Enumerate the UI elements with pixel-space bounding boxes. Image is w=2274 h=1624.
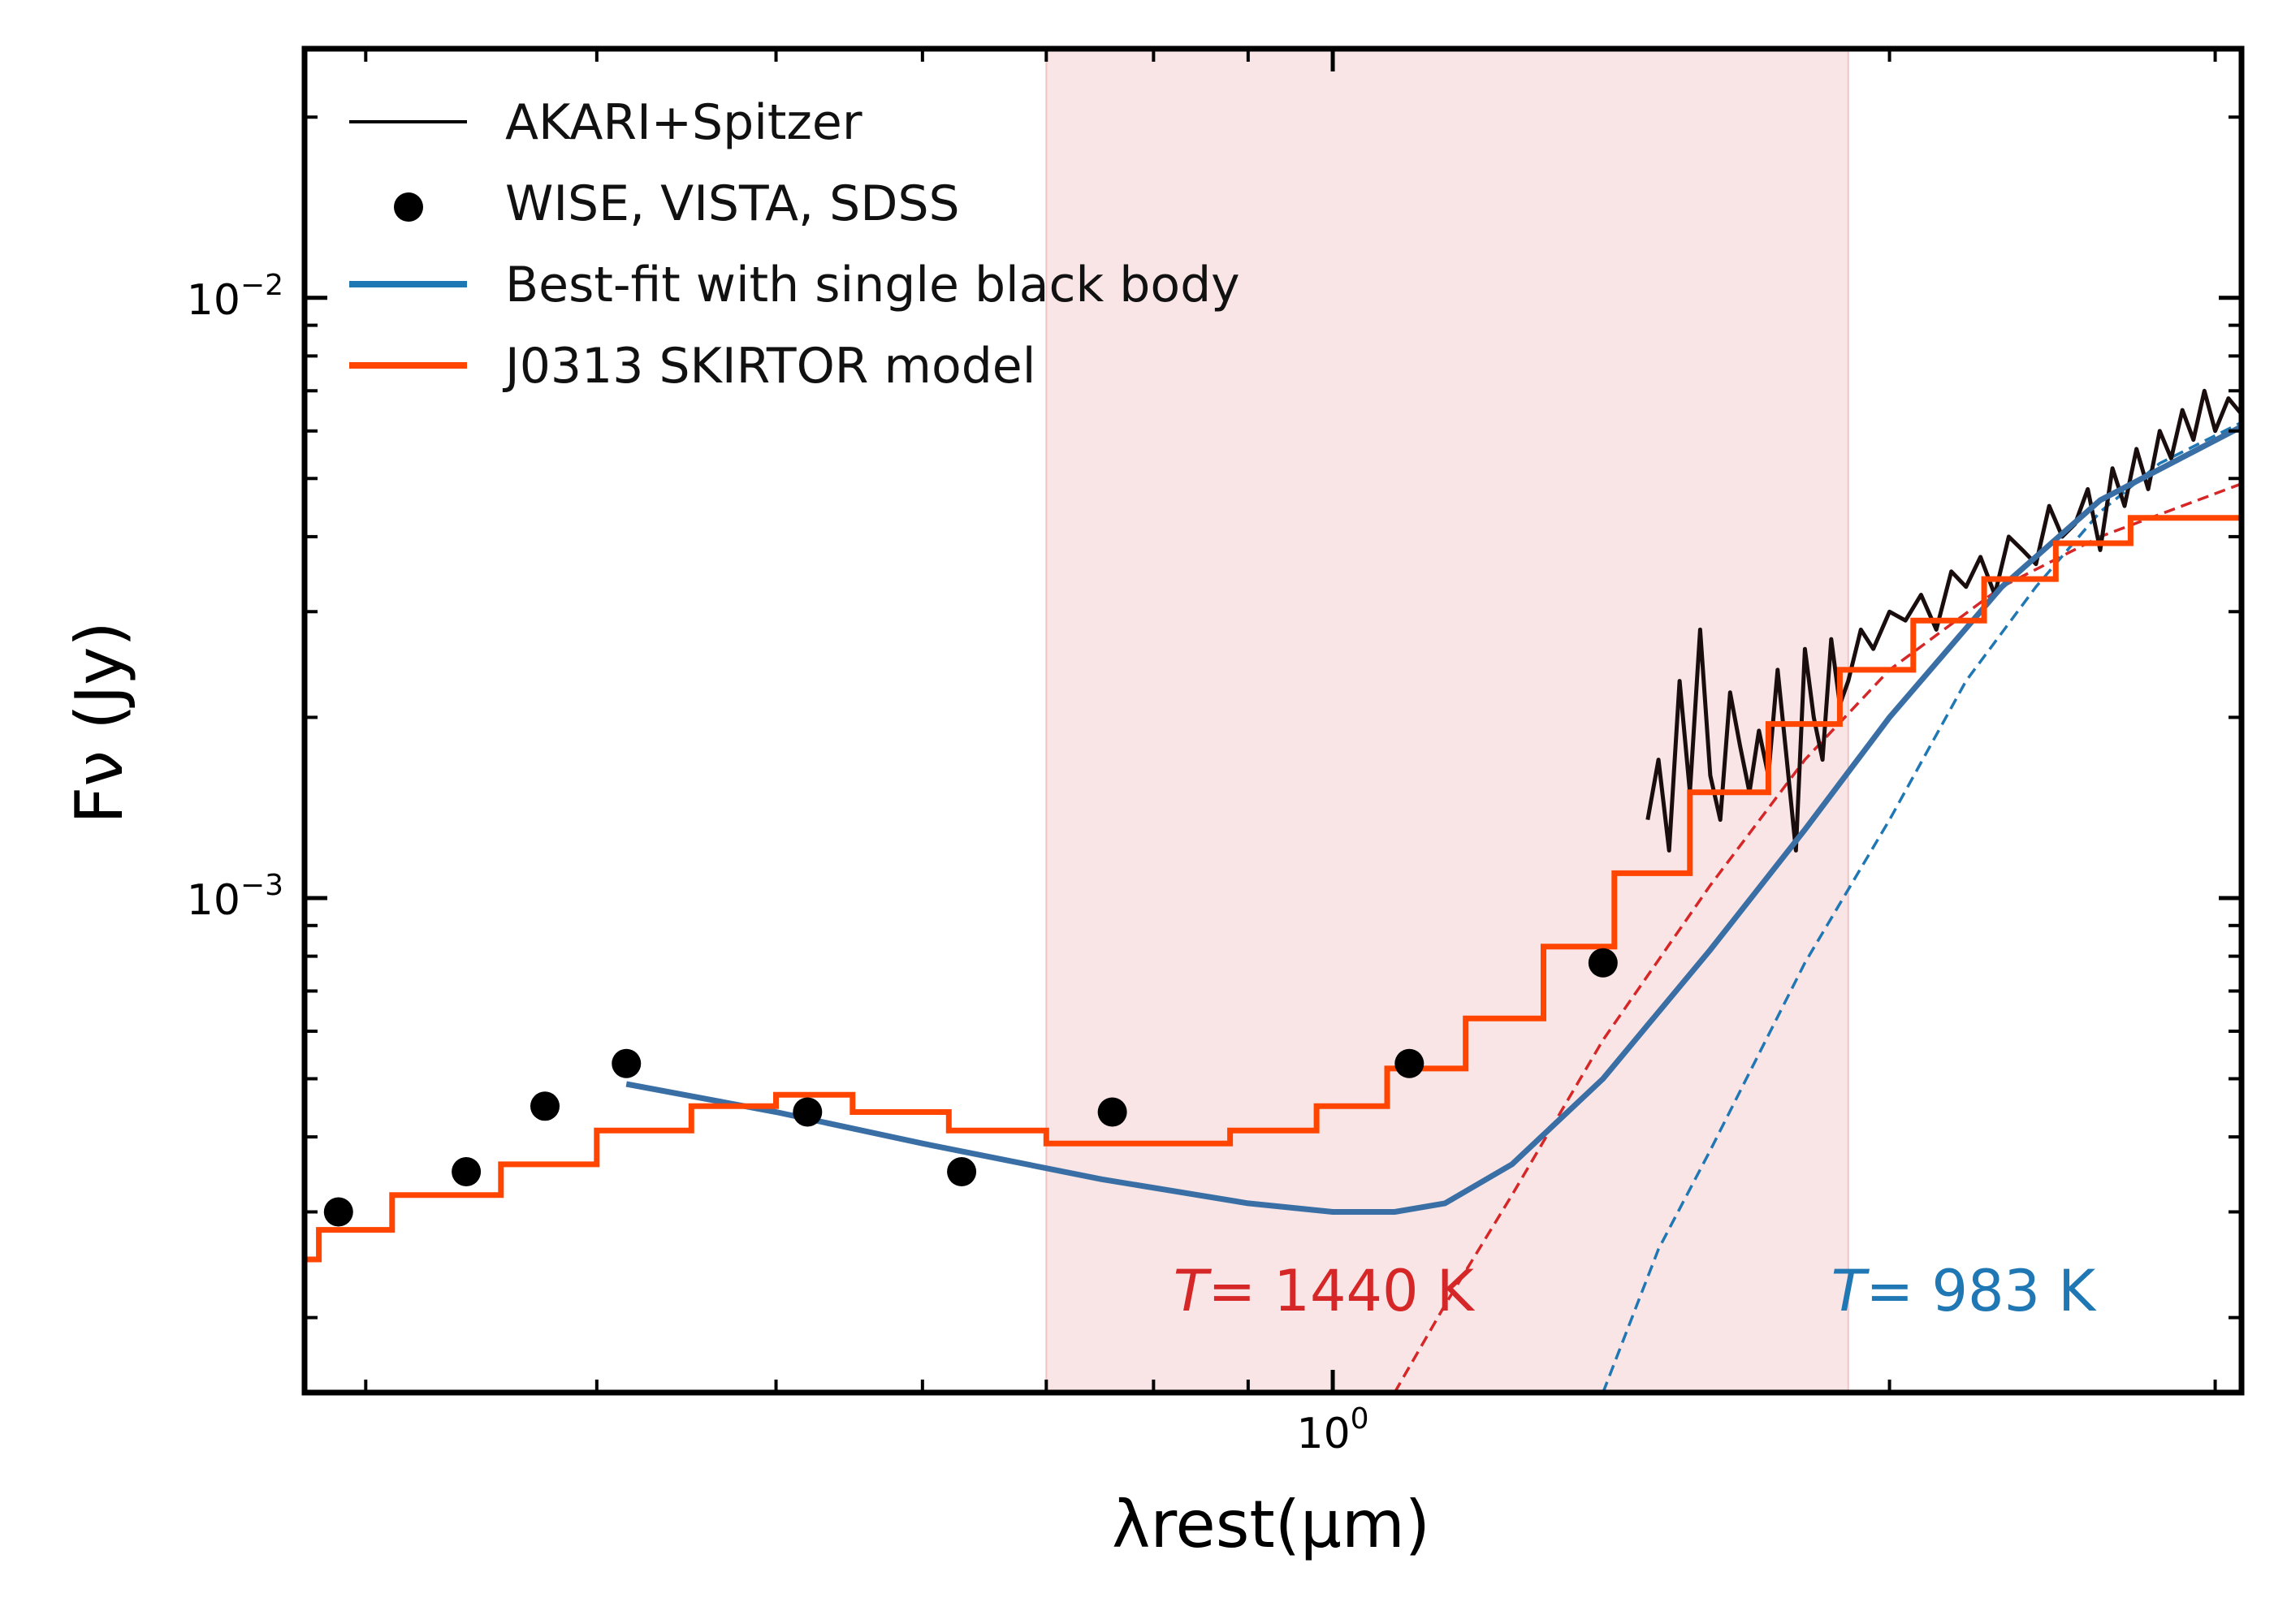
photometry-point: [612, 1048, 642, 1078]
photometry-point: [1588, 948, 1618, 978]
x-axis-title: λrest(μm): [1112, 1487, 1430, 1562]
photometry-point: [323, 1197, 353, 1227]
legend-label-akari-spitzer: AKARI+Spitzer: [505, 94, 862, 151]
legend-label-skirtor: J0313 SKIRTOR model: [502, 338, 1035, 395]
series-akari-spitzer: [1645, 388, 2242, 853]
y-axis-title: Fν (Jy): [62, 621, 137, 824]
axes-border: [301, 45, 2245, 1396]
photometry-point: [1394, 1048, 1424, 1078]
y-tick-label-1e-3: 10−3: [187, 869, 283, 925]
series-skirtor-model: [305, 486, 2242, 1263]
axes-frame: [301, 45, 2245, 1396]
shaded-band: [1045, 49, 1849, 1393]
series-t1440k-dashed: [1393, 482, 2242, 1393]
annotation-t-983k: T= 983 K: [1831, 1258, 2098, 1324]
series-best-fit-blackbody: [625, 424, 2242, 1215]
photometry-point: [1097, 1097, 1127, 1127]
legend: AKARI+Spitzer WISE, VISTA, SDSS Best-fit…: [349, 94, 1240, 395]
photometry-point: [452, 1156, 482, 1186]
legend-label-wise-vista-sdss: WISE, VISTA, SDSS: [505, 175, 960, 232]
axis-ticks: [305, 49, 2242, 1393]
photometry-point: [947, 1156, 977, 1186]
legend-label-best-fit: Best-fit with single black body: [505, 257, 1240, 313]
legend-swatch-wise-vista-sdss: [394, 192, 423, 222]
photometry-point: [530, 1091, 560, 1121]
photometry-point: [793, 1097, 823, 1127]
plot-area: [305, 49, 2242, 1393]
x-tick-label-1e0: 100: [1297, 1402, 1369, 1458]
y-tick-label-1e-2: 10−2: [187, 269, 283, 325]
annotation-t-1440k: T= 1440 K: [1174, 1258, 1476, 1324]
